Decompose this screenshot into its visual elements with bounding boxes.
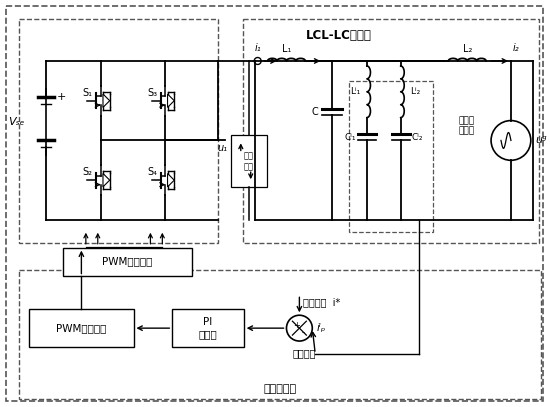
Text: Lⁱ₂: Lⁱ₂ <box>410 87 420 96</box>
Text: -: - <box>302 328 305 338</box>
Text: u₁: u₁ <box>218 143 228 153</box>
Text: L₁: L₁ <box>282 44 291 54</box>
Text: S₄: S₄ <box>147 167 157 177</box>
Text: Vₛₑ: Vₛₑ <box>8 117 24 127</box>
Polygon shape <box>168 173 174 187</box>
Text: Cⁱ₁: Cⁱ₁ <box>344 133 356 142</box>
Bar <box>63 248 192 276</box>
Text: Cⁱ₂: Cⁱ₂ <box>411 133 423 142</box>
Text: 指令电流  i*: 指令电流 i* <box>304 298 340 307</box>
Bar <box>19 19 218 243</box>
Text: Lⁱ₁: Lⁱ₁ <box>350 87 360 96</box>
Text: 串联谐
振支路: 串联谐 振支路 <box>458 116 474 135</box>
Bar <box>172 309 244 347</box>
Bar <box>19 269 541 399</box>
Text: C: C <box>311 107 318 117</box>
Text: i₁: i₁ <box>254 43 261 53</box>
Text: S₃: S₃ <box>147 88 157 98</box>
Text: PWM驱动电路: PWM驱动电路 <box>102 256 153 267</box>
Polygon shape <box>103 94 109 107</box>
Bar <box>243 19 539 243</box>
Text: PI
调节器: PI 调节器 <box>199 317 217 339</box>
Text: LCL-LC滤波器: LCL-LC滤波器 <box>306 29 372 42</box>
Text: S₂: S₂ <box>83 167 93 177</box>
Text: uᵍ: uᵍ <box>536 136 547 145</box>
Text: S₁: S₁ <box>83 88 93 98</box>
Text: PWM发生电路: PWM发生电路 <box>56 323 107 333</box>
Text: +: + <box>57 92 67 102</box>
Text: 电流
测量: 电流 测量 <box>244 151 254 171</box>
Text: 电流控制环: 电流控制环 <box>263 384 296 394</box>
Bar <box>349 81 433 232</box>
Bar <box>29 309 134 347</box>
Text: L₂: L₂ <box>463 44 472 54</box>
Polygon shape <box>168 94 174 107</box>
Text: 反馈电流: 反馈电流 <box>293 348 316 358</box>
Bar <box>231 136 267 187</box>
Polygon shape <box>103 173 109 187</box>
Text: i₂: i₂ <box>513 43 519 53</box>
Text: +: + <box>293 321 300 330</box>
Text: iⁱₚ: iⁱₚ <box>316 323 326 333</box>
